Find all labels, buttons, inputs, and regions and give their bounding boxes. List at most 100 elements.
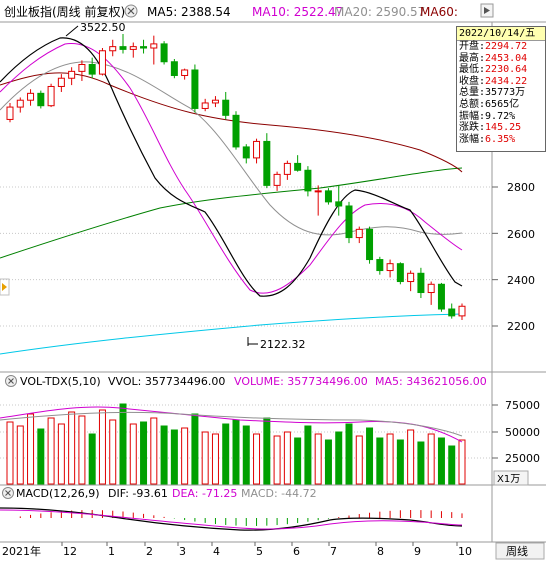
candle[interactable]	[396, 262, 404, 285]
candle[interactable]	[417, 267, 425, 299]
info-label-amount: 总额	[459, 98, 479, 110]
candle-body	[170, 61, 178, 76]
info-label-open: 开盘	[459, 41, 479, 52]
candle-body	[273, 173, 281, 186]
candle[interactable]	[335, 185, 343, 216]
candle[interactable]	[458, 303, 466, 320]
volume-bar	[6, 421, 14, 485]
candle[interactable]	[324, 188, 332, 205]
candle[interactable]	[222, 91, 230, 120]
candle[interactable]	[437, 282, 445, 312]
candle[interactable]	[170, 59, 178, 79]
candle[interactable]	[232, 111, 240, 150]
candle[interactable]	[366, 226, 374, 264]
candle[interactable]	[427, 281, 435, 305]
info-label-close: 收盘	[459, 75, 479, 87]
candle[interactable]	[191, 64, 199, 113]
candle[interactable]	[57, 74, 65, 92]
info-value-close: 2434.22	[485, 75, 528, 87]
volume-bar	[355, 435, 363, 485]
volume-bar	[37, 428, 45, 485]
ma10-label: MA10: 2522.47	[252, 5, 343, 19]
candle[interactable]	[119, 34, 127, 54]
price-axis: 2800 2600 2400 2200	[507, 181, 535, 333]
candle[interactable]	[273, 171, 281, 191]
candle[interactable]	[181, 68, 189, 80]
candle-body	[427, 283, 435, 294]
candle-body	[386, 263, 394, 272]
candle[interactable]	[407, 270, 415, 292]
candle[interactable]	[37, 90, 45, 109]
candle[interactable]	[386, 259, 394, 278]
candle-body	[201, 102, 209, 109]
candle-body	[88, 63, 96, 75]
candle[interactable]	[355, 226, 363, 244]
candle[interactable]	[345, 201, 353, 244]
candle-body	[448, 308, 456, 317]
volume-close-button[interactable]	[5, 375, 17, 387]
candle[interactable]	[68, 67, 76, 86]
candle[interactable]	[253, 138, 261, 164]
candle-body	[181, 69, 189, 76]
candle-body	[150, 43, 158, 49]
candle[interactable]	[448, 303, 456, 319]
candle[interactable]	[16, 97, 24, 113]
volume-bars[interactable]	[6, 403, 466, 485]
time-label-2021: 2021年	[2, 544, 41, 558]
candlesticks[interactable]	[6, 34, 466, 320]
scroll-left-handle[interactable]	[0, 278, 10, 296]
info-value-amount: 6565亿	[485, 98, 520, 110]
candle[interactable]	[140, 39, 148, 54]
candle[interactable]	[150, 35, 158, 65]
volume-bar	[407, 429, 415, 485]
candle[interactable]	[27, 89, 35, 106]
macd-value-label: MACD: -44.72	[241, 487, 317, 500]
candle[interactable]	[294, 155, 302, 172]
candle[interactable]	[78, 60, 86, 81]
time-label-9: 9	[414, 545, 421, 558]
candle[interactable]	[88, 57, 96, 79]
volume-bar	[335, 431, 343, 485]
candle[interactable]	[211, 96, 219, 108]
macd-close-button[interactable]	[2, 487, 14, 499]
candle-body	[191, 69, 199, 109]
candle[interactable]	[129, 42, 137, 58]
volume-bar	[119, 403, 127, 485]
volume-bar	[109, 419, 117, 485]
candle[interactable]	[160, 41, 168, 65]
candle[interactable]	[47, 83, 55, 108]
header-close-button[interactable]	[124, 4, 138, 18]
scroll-left-marker[interactable]	[2, 283, 7, 291]
candle[interactable]	[263, 133, 271, 189]
period-button[interactable]: 周线	[495, 542, 545, 560]
candle[interactable]	[201, 98, 209, 112]
candle[interactable]	[304, 166, 312, 197]
volume-bar	[140, 421, 148, 485]
header-settings-button[interactable]	[480, 3, 494, 18]
time-label-7: 7	[330, 545, 337, 558]
volume-bar	[232, 419, 240, 485]
info-value-low: 2230.64	[485, 64, 528, 76]
candle[interactable]	[283, 160, 291, 180]
candle[interactable]	[314, 185, 322, 216]
candle[interactable]	[6, 102, 14, 123]
candle-body	[417, 272, 425, 294]
info-row-high: 最高:2453.04	[459, 52, 528, 64]
volume-tick-50000: 50000	[505, 426, 540, 439]
price-tick-2800: 2800	[507, 181, 535, 194]
candle-body	[232, 114, 240, 148]
low-note-text: 2122.32	[260, 338, 306, 351]
candle-body	[283, 162, 291, 175]
candle[interactable]	[98, 48, 106, 76]
candle-body	[242, 146, 250, 159]
candle[interactable]	[242, 144, 250, 164]
volume-bar	[47, 417, 55, 485]
candle[interactable]	[376, 256, 384, 275]
candle-body	[160, 43, 168, 63]
time-label-8: 8	[377, 545, 384, 558]
ma120-line	[0, 167, 463, 259]
candle[interactable]	[109, 39, 117, 57]
macd-header: MACD(12,26,9) DIF: -93.61 DEA: -71.25 MA…	[2, 487, 317, 500]
